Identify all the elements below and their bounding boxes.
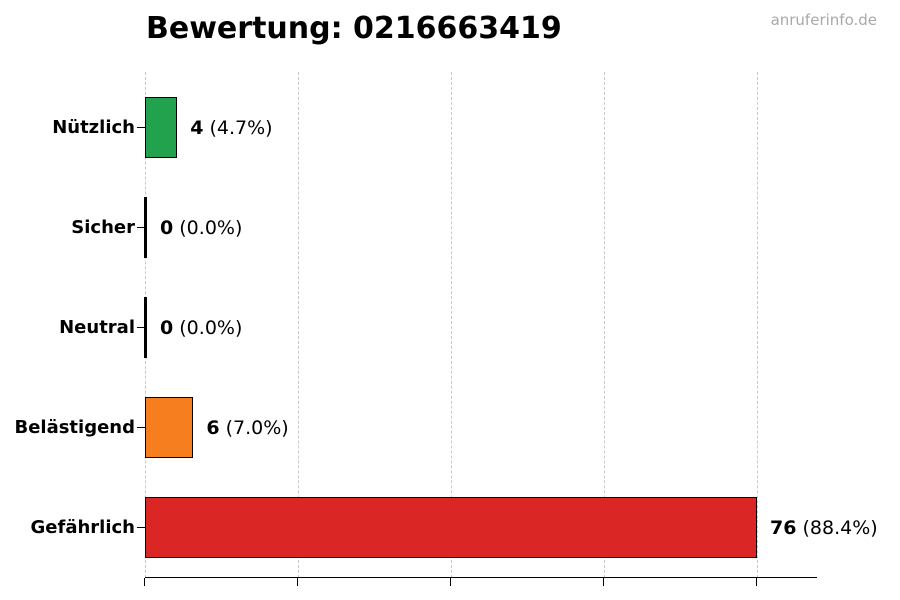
x-axis-tick [756, 578, 758, 586]
gridline [450, 72, 452, 578]
value-count: 76 [770, 516, 797, 539]
value-percent: (4.7%) [203, 116, 273, 139]
bar [145, 397, 194, 458]
category-label: Nützlich [52, 116, 135, 138]
value-count: 4 [190, 116, 204, 139]
bar [145, 97, 178, 158]
x-axis-tick [603, 578, 605, 586]
value-percent: (88.4%) [796, 516, 878, 539]
y-axis-tick [137, 326, 145, 328]
y-axis-tick [137, 526, 145, 528]
value-count: 0 [160, 316, 174, 339]
gridline [756, 72, 758, 578]
y-axis-tick [137, 226, 145, 228]
bar-zero [144, 197, 147, 258]
y-axis-tick [137, 126, 145, 128]
gridline [603, 72, 605, 578]
value-count: 0 [160, 216, 174, 239]
value-label: 0 (0.0%) [160, 315, 242, 341]
category-label: Sicher [71, 216, 135, 238]
value-label: 6 (7.0%) [206, 415, 288, 441]
x-axis-tick [144, 578, 146, 586]
category-label: Neutral [59, 316, 135, 338]
value-label: 4 (4.7%) [190, 115, 272, 141]
chart-title: Bewertung: 0216663419 [146, 11, 562, 46]
gridline [297, 72, 299, 578]
value-percent: (0.0%) [173, 216, 243, 239]
bar-zero [144, 297, 147, 358]
x-axis-line [145, 577, 817, 579]
value-count: 6 [206, 416, 220, 439]
value-label: 0 (0.0%) [160, 215, 242, 241]
bar [145, 497, 757, 558]
x-axis-tick [450, 578, 452, 586]
value-label: 76 (88.4%) [770, 515, 878, 541]
x-axis-tick [297, 578, 299, 586]
y-axis-tick [137, 426, 145, 428]
category-label: Gefährlich [30, 516, 135, 538]
value-percent: (0.0%) [173, 316, 243, 339]
value-percent: (7.0%) [219, 416, 289, 439]
category-label: Belästigend [14, 416, 135, 438]
watermark-text: anruferinfo.de [770, 11, 877, 29]
